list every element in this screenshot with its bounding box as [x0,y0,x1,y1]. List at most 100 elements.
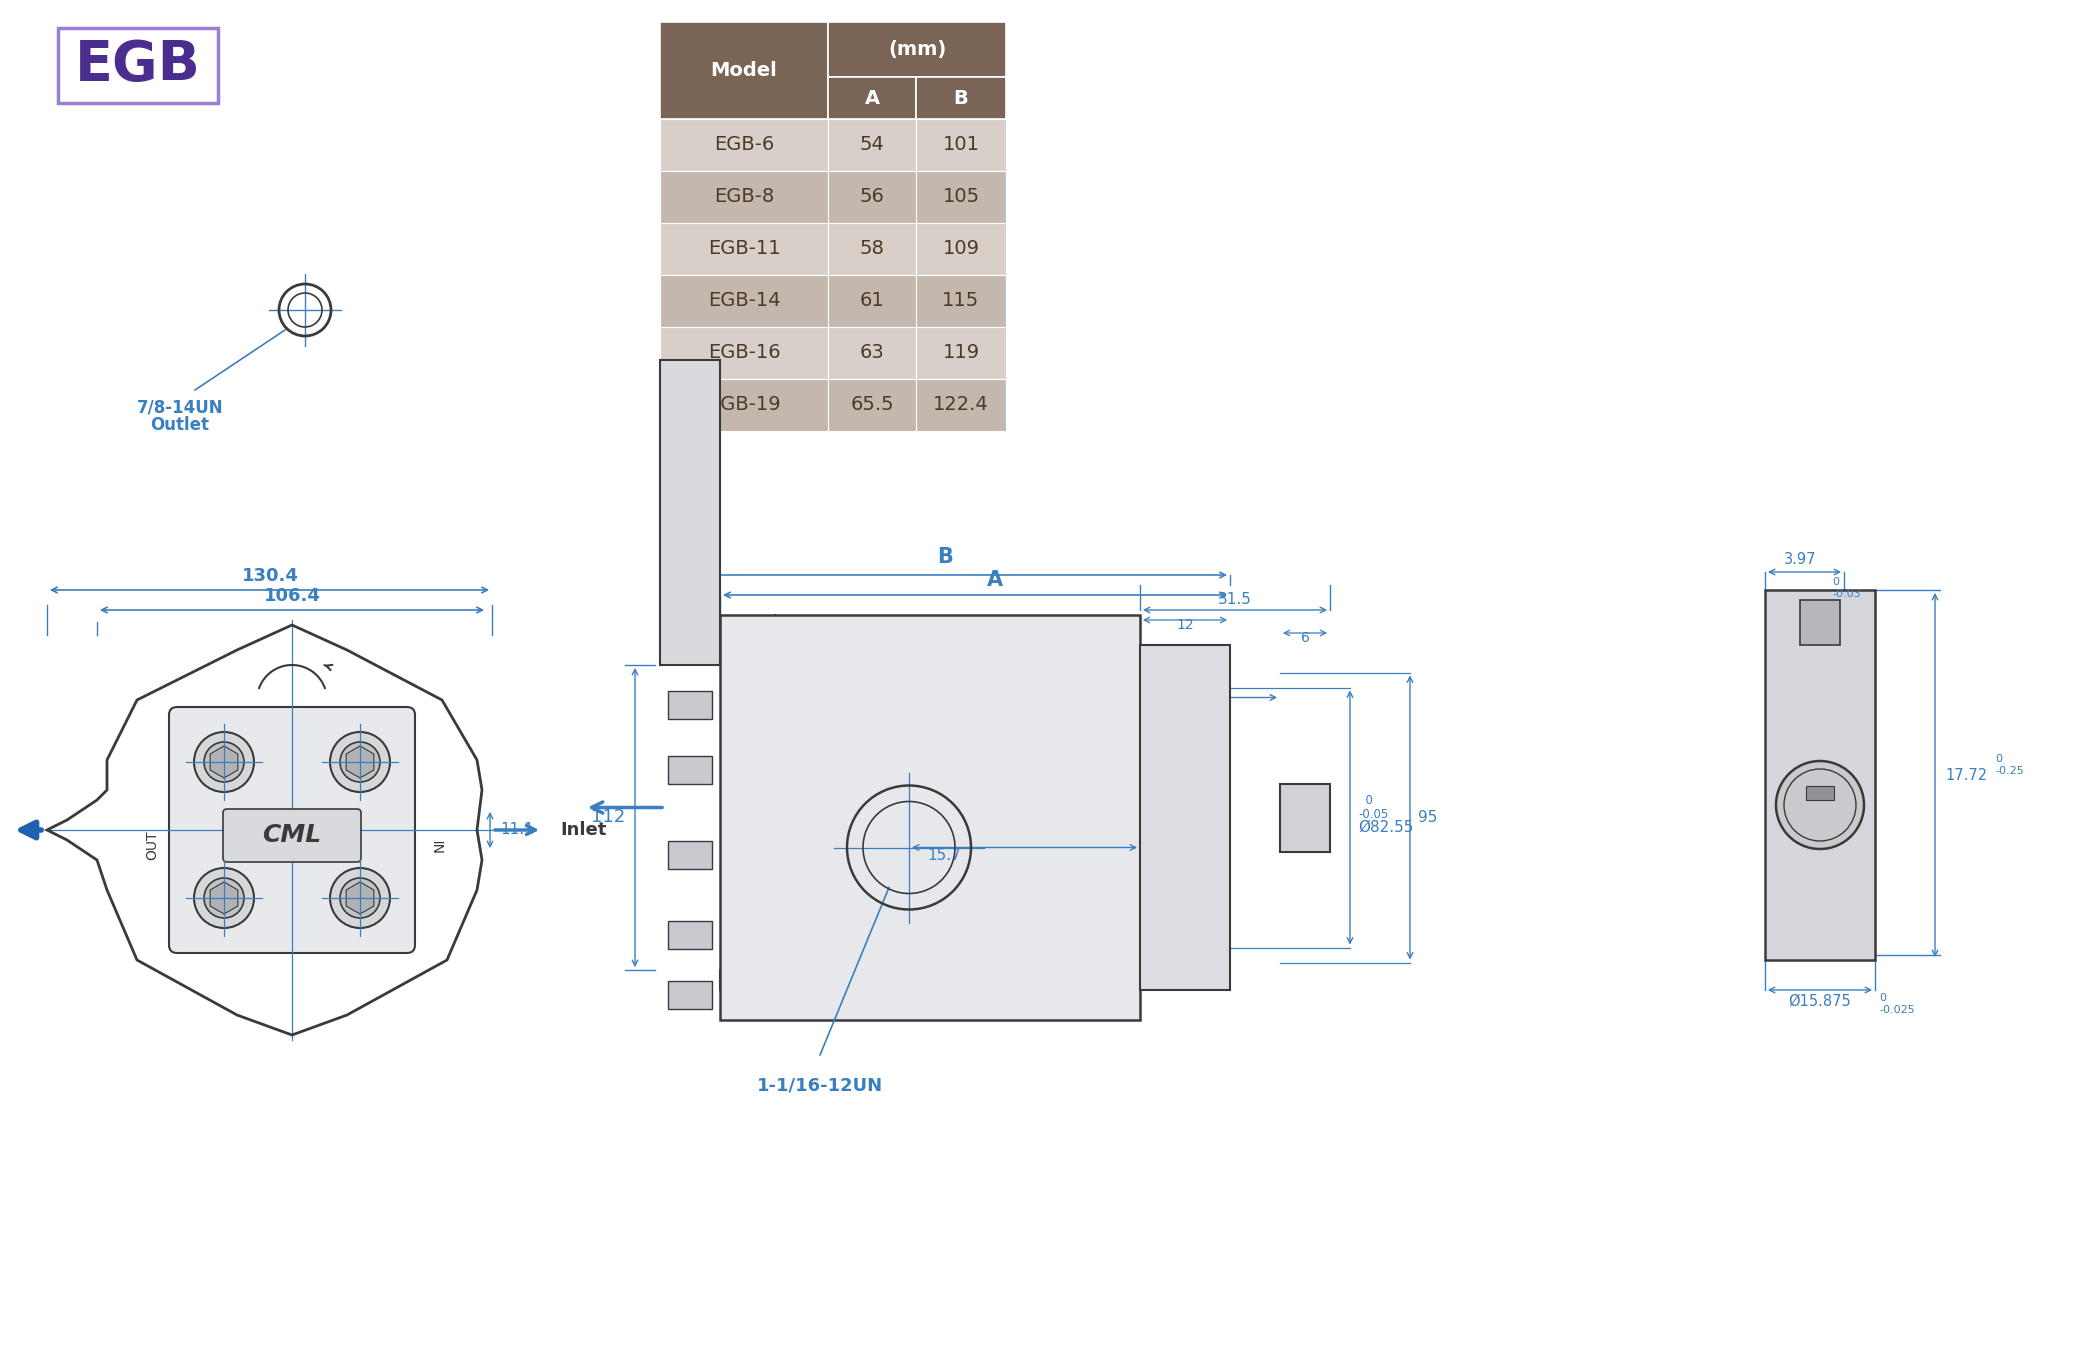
Text: 7/8-14UN: 7/8-14UN [137,399,224,418]
Bar [720,616,1140,1020]
Polygon shape [210,746,239,778]
Bar [58,28,218,103]
Circle shape [203,877,245,918]
Text: 58: 58 [859,240,884,259]
Circle shape [193,868,253,928]
Circle shape [340,877,380,918]
Circle shape [1775,761,1864,849]
Text: EGB-8: EGB-8 [714,187,774,206]
Bar [668,757,712,784]
Text: A: A [864,88,880,107]
Text: 109: 109 [943,240,980,259]
Text: 15.7: 15.7 [928,848,961,862]
Bar [668,841,712,869]
Text: 0
-0.025: 0 -0.025 [1879,993,1914,1014]
Text: 130.4: 130.4 [241,567,299,584]
Bar [828,22,1007,77]
Bar [828,222,916,275]
Bar [668,692,712,719]
Text: 0
-0.25: 0 -0.25 [1995,754,2024,776]
Text: Ø15.875: Ø15.875 [1790,994,1852,1009]
Text: EGB-11: EGB-11 [708,240,781,259]
Circle shape [340,742,380,782]
Bar [828,77,916,119]
Circle shape [330,732,390,792]
Bar [1140,645,1229,990]
Bar [916,378,1007,431]
FancyBboxPatch shape [222,810,361,862]
Text: 63: 63 [859,343,884,362]
Text: 1-1/16-12UN: 1-1/16-12UN [758,1077,882,1094]
Text: 3.97: 3.97 [1783,552,1816,567]
Bar [660,327,828,378]
Text: 115: 115 [943,292,980,311]
Text: 119: 119 [943,343,980,362]
Bar [660,378,828,431]
Text: Model: Model [710,61,776,80]
Bar [916,222,1007,275]
Text: 17.72: 17.72 [1945,767,1987,782]
Bar [828,119,916,171]
Text: 122.4: 122.4 [932,396,988,415]
Text: 112: 112 [592,808,625,827]
Text: 106.4: 106.4 [264,587,320,605]
Bar [828,171,916,222]
Text: Inlet: Inlet [561,820,606,839]
Text: B: B [953,88,967,107]
FancyBboxPatch shape [168,706,415,953]
Text: 61: 61 [859,292,884,311]
Text: 0
-0.03: 0 -0.03 [1831,578,1860,599]
Text: 11.1: 11.1 [500,823,534,838]
Text: (mm): (mm) [889,39,947,60]
Bar [828,275,916,327]
Text: EGB-6: EGB-6 [714,136,774,155]
Bar [916,327,1007,378]
Bar [916,171,1007,222]
Text: EGB-16: EGB-16 [708,343,781,362]
Bar [916,275,1007,327]
Polygon shape [210,881,239,914]
Circle shape [193,732,253,792]
Polygon shape [347,881,374,914]
Text: 101: 101 [943,136,980,155]
Text: Ø82.55: Ø82.55 [1358,820,1414,835]
Text: 105: 105 [943,187,980,206]
Circle shape [330,868,390,928]
Text: 12: 12 [1177,618,1194,632]
Text: 56: 56 [859,187,884,206]
Text: 23.8: 23.8 [1173,679,1206,694]
Text: 6: 6 [1300,631,1310,645]
Text: 0
-0.05: 0 -0.05 [1358,793,1389,822]
Bar [916,77,1007,119]
Bar [660,171,828,222]
Bar [668,980,712,1009]
Bar [660,359,720,664]
Text: EGB-19: EGB-19 [708,396,781,415]
Text: EGB: EGB [75,38,201,92]
Bar [660,22,828,119]
Bar [828,327,916,378]
Text: A: A [986,570,1003,590]
Text: CML: CML [262,823,322,848]
Text: NI: NI [434,838,446,852]
Bar [916,119,1007,171]
Bar [660,119,828,171]
Bar [660,222,828,275]
Text: 95: 95 [1418,810,1437,824]
Text: Outlet: Outlet [149,416,210,434]
Bar [828,378,916,431]
Polygon shape [347,746,374,778]
Bar [660,275,828,327]
Text: 65.5: 65.5 [851,396,895,415]
Bar [1281,784,1331,852]
Bar [1800,599,1839,645]
Bar [1806,786,1833,800]
Text: OUT: OUT [145,830,160,860]
Bar [668,921,712,949]
Text: 54: 54 [859,136,884,155]
Text: B: B [936,546,953,567]
Text: EGB-14: EGB-14 [708,292,781,311]
Circle shape [203,742,245,782]
Bar [1765,590,1875,960]
Text: 31.5: 31.5 [1219,593,1252,607]
